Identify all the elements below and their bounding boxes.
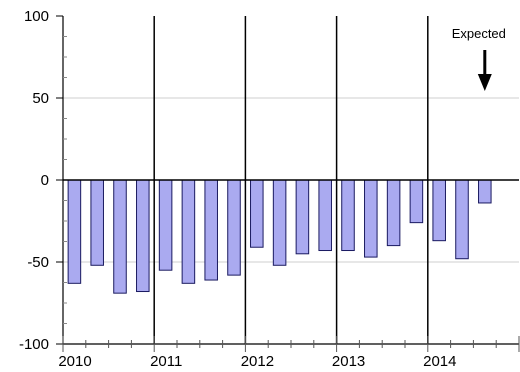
y-tick-label: 50 [32, 90, 49, 107]
bar-2013Q4 [409, 179, 424, 224]
y-tick-label: 100 [24, 8, 49, 25]
x-tick-label: 2010 [58, 353, 91, 370]
bar-2014Q2 [455, 179, 469, 260]
bar-2011Q4 [227, 179, 241, 276]
y-tick-label: 0 [41, 172, 49, 189]
annotation-expected-label: Expected [452, 26, 506, 41]
x-tick-label: 2011 [150, 353, 182, 370]
bar-2010Q1 [67, 179, 82, 284]
x-tick-label: 2014 [423, 353, 456, 370]
bar-2012Q3 [295, 179, 310, 255]
bar-2014Q3 [478, 179, 492, 204]
bar-2010Q3 [113, 179, 127, 294]
bar-2011Q2 [181, 179, 196, 284]
bar-2010Q2 [90, 179, 104, 266]
annotation-arrow-head [477, 74, 492, 91]
bar-2012Q2 [272, 179, 287, 266]
bar-2010Q4 [136, 179, 150, 293]
bar-2013Q3 [386, 179, 401, 247]
bar-2012Q1 [250, 179, 264, 248]
y-tick-label: -100 [19, 336, 49, 353]
bar-2014Q1 [432, 179, 446, 242]
annotation-group: Expected [452, 26, 506, 91]
bar-2013Q2 [364, 179, 378, 258]
x-tick-label: 2013 [332, 353, 365, 370]
bar-2013Q1 [341, 179, 355, 252]
y-tick-label: -50 [27, 254, 49, 271]
axes: 100 50 0 -50 -100 2010 2011 2012 2013 2014 [19, 8, 520, 370]
x-tick-label: 2012 [241, 353, 274, 370]
bar-2011Q3 [204, 179, 218, 281]
bar-2011Q1 [158, 179, 173, 271]
bar-2012Q4 [318, 179, 332, 252]
